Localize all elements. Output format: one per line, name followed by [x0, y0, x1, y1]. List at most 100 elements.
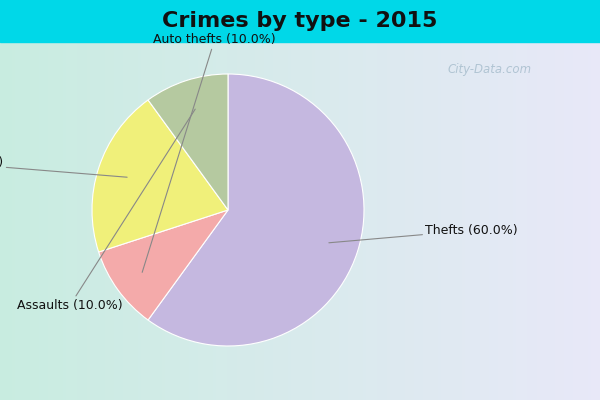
Bar: [354, 42, 358, 400]
Bar: [504, 42, 508, 400]
Bar: [594, 42, 598, 400]
Bar: [24, 42, 28, 400]
Bar: [162, 42, 166, 400]
Bar: [225, 42, 229, 400]
Bar: [318, 42, 322, 400]
Bar: [336, 42, 340, 400]
Bar: [30, 42, 34, 400]
Bar: [15, 42, 19, 400]
Bar: [339, 42, 343, 400]
Bar: [246, 42, 250, 400]
Bar: [501, 42, 505, 400]
Bar: [333, 42, 337, 400]
Bar: [510, 42, 514, 400]
Bar: [171, 42, 175, 400]
Bar: [402, 42, 406, 400]
Bar: [240, 42, 244, 400]
Bar: [276, 42, 280, 400]
Bar: [36, 42, 40, 400]
Bar: [153, 42, 157, 400]
Bar: [297, 42, 301, 400]
Bar: [279, 42, 283, 400]
Bar: [390, 42, 394, 400]
Bar: [105, 42, 109, 400]
Wedge shape: [148, 74, 228, 210]
Bar: [309, 42, 313, 400]
Bar: [432, 42, 436, 400]
Bar: [285, 42, 289, 400]
Bar: [525, 42, 529, 400]
Bar: [87, 42, 91, 400]
Bar: [543, 42, 547, 400]
Bar: [567, 42, 571, 400]
Bar: [351, 42, 355, 400]
Bar: [363, 42, 367, 400]
Bar: [420, 42, 424, 400]
Bar: [375, 42, 379, 400]
Bar: [33, 42, 37, 400]
Bar: [459, 42, 463, 400]
Bar: [264, 42, 268, 400]
Bar: [189, 42, 193, 400]
Bar: [480, 42, 484, 400]
Bar: [453, 42, 457, 400]
Bar: [582, 42, 586, 400]
Bar: [93, 42, 97, 400]
Bar: [261, 42, 265, 400]
Bar: [45, 42, 49, 400]
Bar: [12, 42, 16, 400]
Bar: [450, 42, 454, 400]
Text: Burglaries (20.0%): Burglaries (20.0%): [0, 156, 127, 177]
Bar: [231, 42, 235, 400]
Bar: [486, 42, 490, 400]
Bar: [174, 42, 178, 400]
Bar: [345, 42, 349, 400]
Bar: [513, 42, 517, 400]
Bar: [150, 42, 154, 400]
Bar: [75, 42, 79, 400]
Bar: [387, 42, 391, 400]
Bar: [117, 42, 121, 400]
Bar: [555, 42, 559, 400]
Bar: [90, 42, 94, 400]
Bar: [588, 42, 592, 400]
Bar: [570, 42, 574, 400]
Bar: [255, 42, 259, 400]
Bar: [60, 42, 64, 400]
Bar: [423, 42, 427, 400]
Bar: [135, 42, 139, 400]
Bar: [576, 42, 580, 400]
Bar: [156, 42, 160, 400]
Text: City-Data.com: City-Data.com: [448, 64, 532, 76]
Bar: [237, 42, 241, 400]
Bar: [0, 0, 600, 42]
Bar: [129, 42, 133, 400]
Bar: [0, 42, 4, 400]
Bar: [531, 42, 535, 400]
Bar: [330, 42, 334, 400]
Bar: [579, 42, 583, 400]
Bar: [399, 42, 403, 400]
Bar: [108, 42, 112, 400]
Bar: [312, 42, 316, 400]
Bar: [81, 42, 85, 400]
Bar: [69, 42, 73, 400]
Bar: [123, 42, 127, 400]
Bar: [165, 42, 169, 400]
Text: Assaults (10.0%): Assaults (10.0%): [17, 109, 195, 312]
Bar: [126, 42, 130, 400]
Bar: [396, 42, 400, 400]
Bar: [192, 42, 196, 400]
Text: Thefts (60.0%): Thefts (60.0%): [329, 224, 518, 243]
Bar: [456, 42, 460, 400]
Bar: [27, 42, 31, 400]
Bar: [99, 42, 103, 400]
Bar: [414, 42, 418, 400]
Bar: [507, 42, 511, 400]
Bar: [267, 42, 271, 400]
Bar: [144, 42, 148, 400]
Bar: [96, 42, 100, 400]
Bar: [561, 42, 565, 400]
Bar: [168, 42, 172, 400]
Bar: [444, 42, 448, 400]
